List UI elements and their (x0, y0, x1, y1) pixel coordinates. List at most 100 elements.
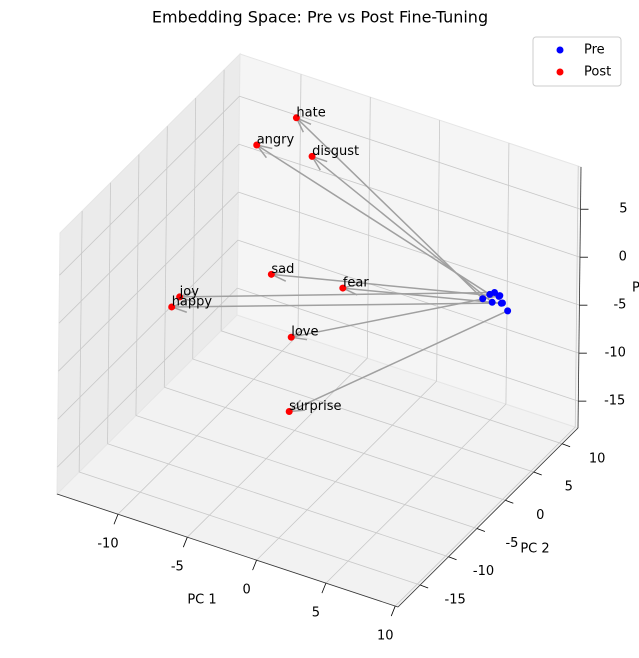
tick-mark (113, 514, 119, 525)
grid-line (297, 74, 302, 336)
grid-line (192, 358, 534, 473)
tick-mark (448, 556, 457, 561)
point-label: joy (179, 284, 200, 299)
y-tick-label: 5 (565, 480, 573, 495)
grid-line (107, 443, 449, 558)
grid-line (574, 166, 579, 428)
tick-mark (252, 559, 257, 571)
tick-mark (505, 499, 514, 504)
z-tick-label: 5 (619, 202, 627, 217)
arrow (311, 155, 493, 303)
x-tick-label: -10 (97, 537, 118, 552)
grid-line (79, 471, 421, 586)
grid-line (366, 97, 371, 359)
y-axis-label: PC 2 (520, 542, 549, 557)
y-tick-label: 10 (589, 451, 606, 466)
x-axis (56, 493, 399, 608)
grid-line (107, 182, 111, 444)
y-tick-label: 0 (536, 508, 544, 523)
grid-line (325, 403, 507, 584)
point (491, 288, 499, 296)
point-label: disgust (312, 144, 359, 159)
point (479, 295, 487, 303)
z-tick-label: 0 (619, 250, 627, 265)
y-tick-label: -5 (505, 536, 518, 551)
point (504, 307, 512, 315)
grid-line (436, 120, 441, 382)
point (267, 270, 275, 278)
point (176, 293, 184, 301)
x-tick-label: -5 (171, 560, 184, 575)
grid-line (163, 126, 168, 388)
tick-mark (420, 584, 429, 589)
grid-line (192, 98, 197, 360)
point (253, 141, 261, 149)
legend-label: Pre (584, 43, 605, 58)
grid-line (238, 143, 581, 258)
arrow (291, 294, 500, 338)
point-label: happy (172, 294, 213, 309)
grid-line (220, 330, 563, 445)
grid-line (237, 287, 579, 402)
arrow (288, 310, 508, 413)
x-tick-label: 10 (377, 629, 394, 644)
grid-line (57, 239, 239, 420)
grid-line (58, 191, 239, 372)
x-tick-label: 0 (242, 583, 250, 598)
tick-mark (561, 443, 571, 448)
legend-marker (556, 68, 564, 76)
point-label: surprise (289, 399, 341, 414)
grid-line (237, 239, 579, 354)
z-axis (577, 166, 582, 429)
point-label: fear (343, 276, 370, 291)
grid-line (135, 154, 140, 416)
grid-line (59, 95, 240, 276)
arrow (179, 291, 495, 298)
grid-line (505, 143, 510, 405)
point-label: sad (271, 262, 294, 277)
point (496, 292, 504, 300)
grid-line (220, 69, 225, 331)
point (168, 303, 176, 311)
point (287, 333, 295, 341)
legend-box (532, 36, 622, 87)
legend-marker (556, 46, 564, 54)
tick-mark (476, 528, 486, 532)
tick-mark (390, 605, 396, 617)
grid-line (78, 210, 83, 472)
tick-mark (321, 582, 327, 594)
grid-line (256, 380, 437, 561)
grid-line (164, 386, 506, 501)
point (308, 152, 316, 160)
grid-line (238, 191, 580, 306)
tick-mark (533, 471, 542, 476)
tick-mark (182, 537, 188, 548)
point (285, 407, 293, 415)
point-label: love (291, 325, 318, 340)
grid-line (187, 357, 368, 538)
point (488, 298, 496, 306)
y-tick-label: -15 (445, 592, 466, 607)
y-axis (397, 427, 579, 608)
arrow (171, 302, 503, 308)
x-axis-label: PC 1 (187, 593, 216, 608)
grid-line (135, 415, 478, 529)
point-label: hate (296, 105, 325, 120)
grid-line (394, 426, 576, 607)
z-tick-label: -15 (604, 394, 625, 409)
grid-line (58, 143, 240, 324)
chart-title: Embedding Space: Pre vs Post Fine-Tuning (152, 8, 488, 27)
point (292, 114, 300, 122)
point-label: angry (257, 132, 295, 147)
z-axis-label: PC 3 (632, 281, 639, 296)
z-tick-label: -10 (605, 346, 626, 361)
legend-label: Post (584, 65, 611, 80)
x-tick-label: 5 (312, 606, 320, 621)
y-tick-label: -10 (473, 564, 494, 579)
point (498, 299, 506, 307)
grid-line (57, 287, 238, 468)
z-tick-label: -5 (613, 298, 626, 313)
point (339, 284, 347, 292)
grid-line (117, 334, 299, 515)
